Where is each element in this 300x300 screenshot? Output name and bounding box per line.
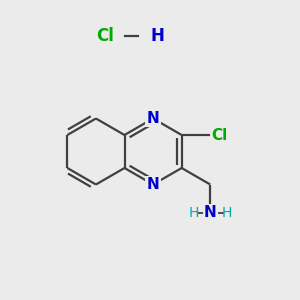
Text: H: H	[150, 27, 164, 45]
Text: H: H	[188, 206, 199, 220]
Text: N: N	[204, 205, 217, 220]
Text: N: N	[147, 177, 160, 192]
Text: Cl: Cl	[212, 128, 228, 142]
Text: H: H	[221, 206, 232, 220]
Text: Cl: Cl	[96, 27, 114, 45]
Text: N: N	[147, 111, 160, 126]
